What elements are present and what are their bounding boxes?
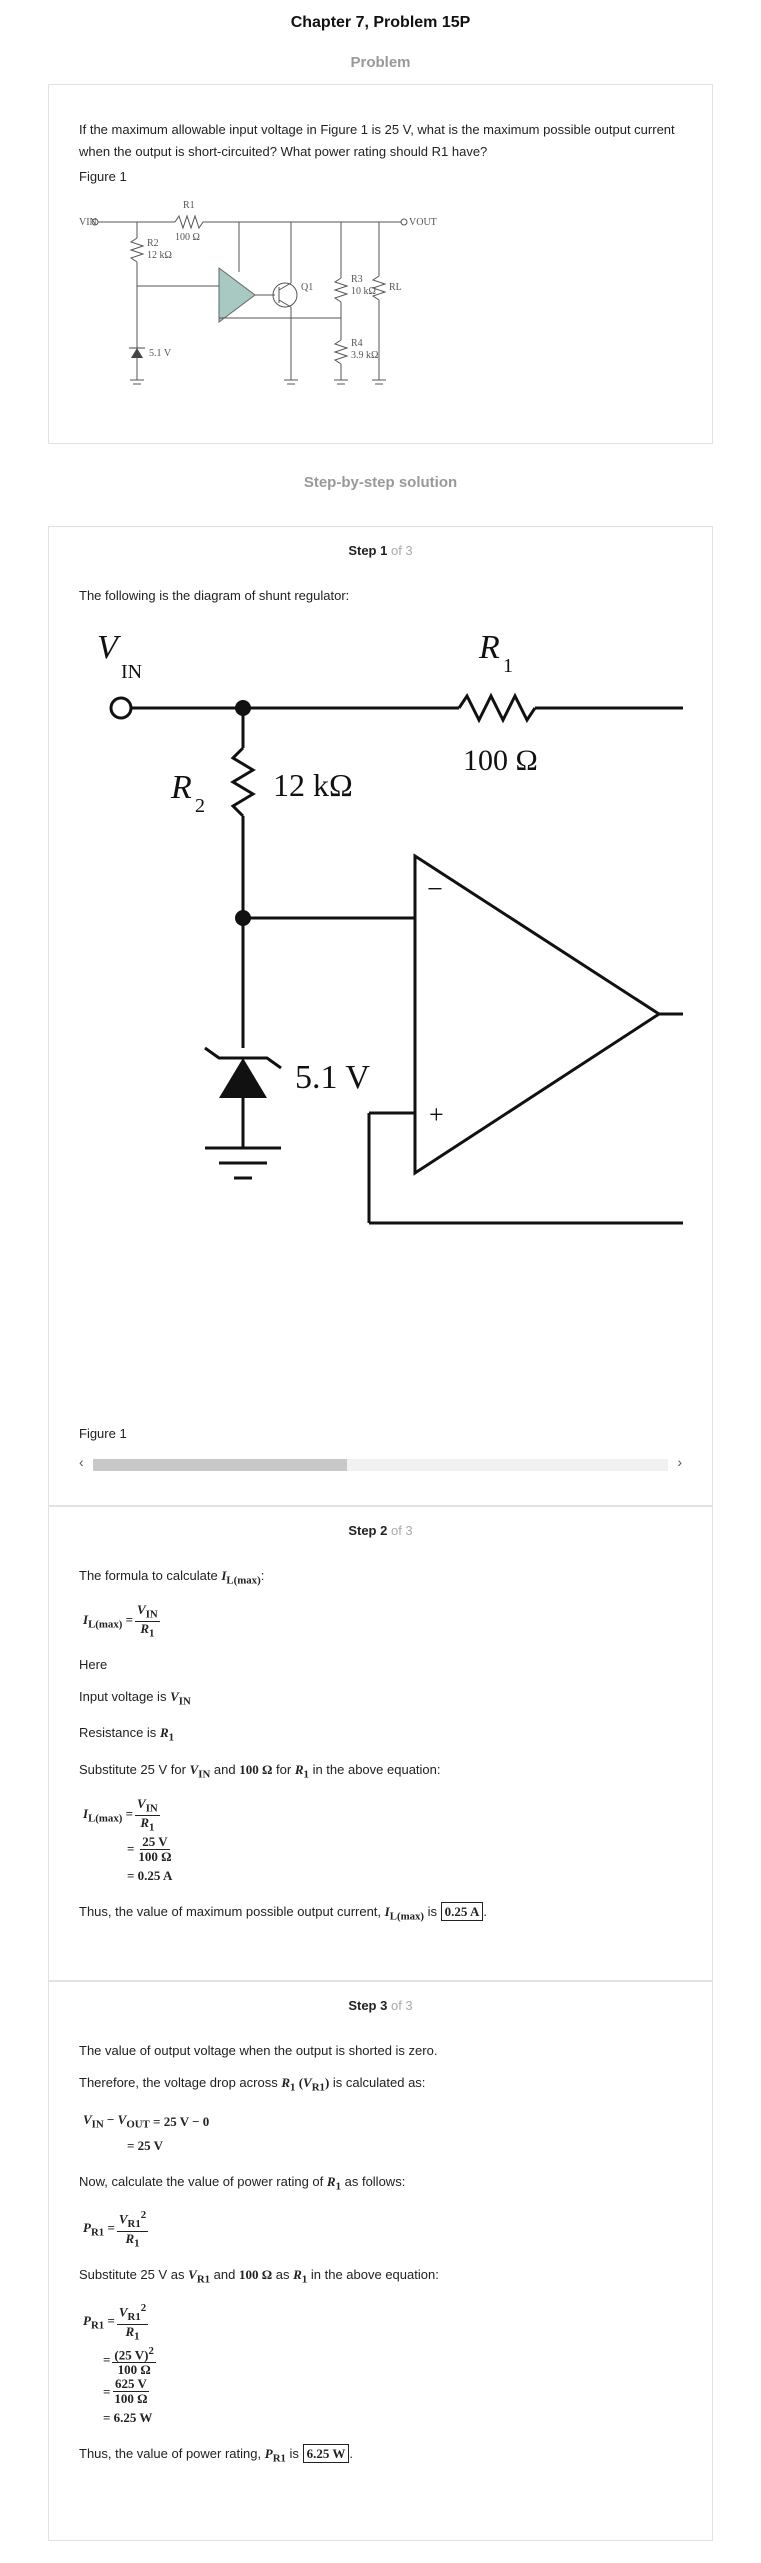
step-2-answer: 0.25 A [440, 1901, 484, 1921]
circuit-label-r1-val: 100 Ω [175, 232, 200, 243]
scroll-thumb[interactable] [93, 1459, 347, 1471]
step-3-conclusion: Thus, the value of power rating, PR1 is … [79, 2444, 353, 2465]
circuit-label-vin: VIN [79, 217, 97, 228]
big-circuit-r2-sub: 2 [195, 795, 205, 817]
step-3-line-4: Substitute 25 V as VR1 and 100 Ω as R1 i… [79, 2266, 439, 2286]
circuit-label-r2: R2 [147, 238, 159, 249]
step-3-card: Step 3 of 3 The value of output voltage … [48, 1981, 713, 2541]
opamp-plus: + [429, 1100, 444, 1129]
problem-circuit-figure: VIN VOUT R1 100 Ω R2 12 kΩ Q1 R3 10 kΩ R… [79, 200, 437, 385]
circuit-label-rl: RL [389, 282, 402, 293]
step-2-input-voltage: Input voltage is VIN [79, 1688, 191, 1708]
circuit-label-r2-val: 12 kΩ [147, 250, 172, 261]
step-1-circuit-figure: V IN R 1 100 Ω R 2 12 kΩ 5.1 V − + [97, 629, 683, 1225]
circuit-label-r4: R4 [351, 338, 363, 349]
step-2-intro: The formula to calculate IL(max): [79, 1568, 265, 1587]
circuit-label-q1: Q1 [301, 282, 313, 293]
big-circuit-r2-val: 12 kΩ [273, 767, 353, 803]
circuit-label-zener: 5.1 V [149, 348, 172, 359]
step-3-result: = 6.25 W [103, 2410, 153, 2426]
step-1-card: Step 1 of 3 The following is the diagram… [48, 526, 713, 1506]
step-3-of: of 3 [390, 1998, 413, 2013]
big-circuit-r1-sub: 1 [503, 655, 513, 677]
formula-current: IL(max) = VIN R1 [83, 1601, 160, 1640]
big-circuit-r1-val: 100 Ω [463, 744, 538, 777]
scroll-track[interactable] [93, 1459, 668, 1471]
opamp-minus: − [427, 874, 443, 905]
step-2-title: Step 2 of 3 [79, 1523, 682, 1538]
step-3-line-2: Therefore, the voltage drop across R1 (V… [79, 2075, 426, 2094]
problem-heading: Problem [350, 54, 411, 71]
step-1-title: Step 1 of 3 [79, 543, 682, 558]
step-2-of: of 3 [390, 1523, 413, 1538]
circuit-label-r3: R3 [351, 274, 363, 285]
step-3-line-1: The value of output voltage when the out… [79, 2043, 438, 2058]
step-3-answer: 6.25 W [302, 2444, 350, 2464]
step-1-label: Step 1 [348, 543, 388, 558]
problem-card: If the maximum allowable input voltage i… [48, 84, 713, 444]
step-2-result: = 0.25 A [127, 1867, 173, 1883]
scroll-right-icon[interactable]: › [677, 1454, 682, 1470]
problem-figure-label: Figure 1 [79, 169, 127, 184]
step-2-resistance: Resistance is R1 [79, 1725, 175, 1744]
step-2-card: Step 2 of 3 The formula to calculate IL(… [48, 1506, 713, 1981]
big-circuit-zener: 5.1 V [295, 1059, 370, 1096]
step-3-line-3: Now, calculate the value of power rating… [79, 2173, 406, 2193]
big-circuit-r2: R [170, 769, 192, 806]
step-3-title: Step 3 of 3 [79, 1998, 682, 2013]
step-2-calculation: IL(max) = VIN R1 = 25 V 100 Ω = 0.25 A [83, 1796, 682, 1888]
step-2-conclusion: Thus, the value of maximum possible outp… [79, 1901, 487, 1923]
big-circuit-r1: R [478, 629, 500, 666]
step-2-label: Step 2 [348, 1523, 388, 1538]
step-1-of: of 3 [390, 543, 413, 558]
solution-heading: Step-by-step solution [303, 474, 458, 491]
voltage-drop-equation: VIN − VOUT = 25 V − 0 = 25 V [83, 2112, 210, 2153]
scroll-left-icon[interactable]: ‹ [79, 1454, 84, 1470]
big-circuit-vin: V [97, 629, 122, 666]
chapter-title: Chapter 7, Problem 15P [290, 14, 471, 31]
step-1-intro: The following is the diagram of shunt re… [79, 588, 350, 603]
step-3-calculation: PR1 = VR12 R1 = (25 V)2 100 Ω = 625 V 100 Ω = … [83, 2301, 682, 2430]
circuit-label-r1: R1 [183, 200, 195, 211]
problem-text: If the maximum allowable input voltage i… [79, 122, 675, 159]
power-formula: PR1 = VR12 R1 [83, 2209, 149, 2250]
big-circuit-vin-sub: IN [121, 661, 142, 683]
step-2-here: Here [79, 1656, 108, 1672]
step-1-figure-label: Figure 1 [79, 1426, 127, 1441]
circuit-label-vout: VOUT [409, 217, 437, 228]
step-2-substitute: Substitute 25 V for VIN and 100 Ω for R1… [79, 1761, 441, 1781]
circuit-label-r4-val: 3.9 kΩ [351, 350, 378, 361]
circuit-label-r3-val: 10 kΩ [351, 286, 376, 297]
figure-horizontal-scrollbar[interactable]: ‹ › [79, 1454, 682, 1471]
step-3-label: Step 3 [348, 1998, 388, 2013]
